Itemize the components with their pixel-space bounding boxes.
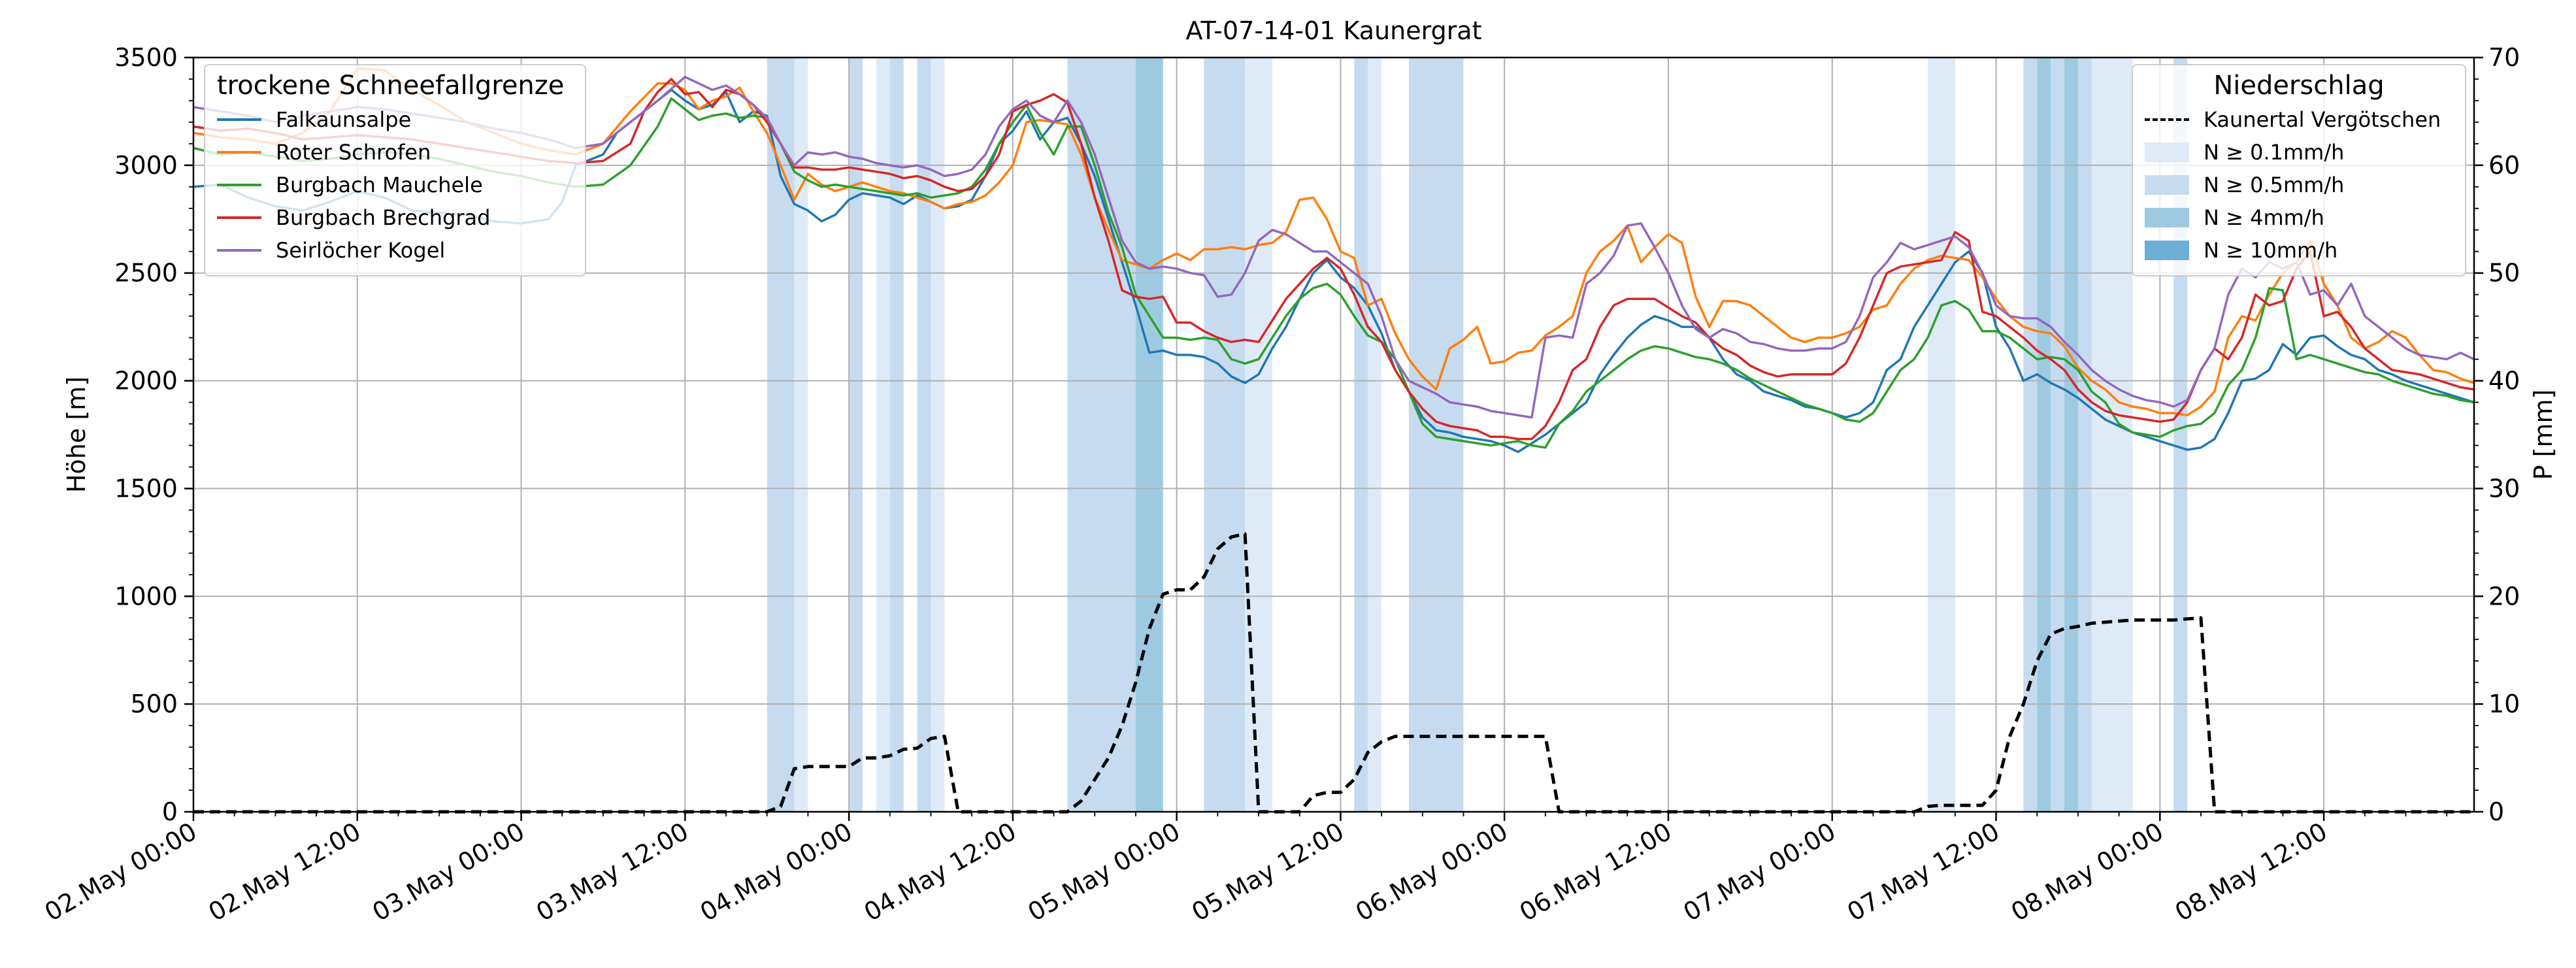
x-tick-label: 08.May 12:00 xyxy=(2170,817,2332,927)
legend-item: N ≥ 10mm/h xyxy=(2145,234,2453,267)
precip-band xyxy=(876,58,890,812)
legend-line-swatch xyxy=(217,216,261,219)
snowline-series xyxy=(193,67,2475,454)
snowline-legend: trockene Schneefallgrenze Falkaunsalpe Ro… xyxy=(204,64,586,276)
series-line-roter-schrofen xyxy=(193,67,2475,417)
legend-item: Seirlöcher Kogel xyxy=(217,234,573,267)
legend-line-swatch xyxy=(217,249,261,252)
precip-band xyxy=(1245,58,1272,812)
precip-band xyxy=(1368,58,1382,812)
x-tick-label: 02.May 12:00 xyxy=(204,817,366,927)
x-tick-label: 06.May 12:00 xyxy=(1515,817,1677,927)
precip-band xyxy=(889,58,904,812)
precip-band xyxy=(917,58,931,812)
y-axis-label: Höhe [m] xyxy=(62,376,91,493)
y-tick-label: 2000 xyxy=(114,367,178,395)
precip-band xyxy=(931,58,945,812)
precipitation-series xyxy=(193,532,2474,814)
y-axis-left: 0 500 1000 1500 2000 2500 3000 3500 xyxy=(114,43,193,826)
legend-label: Burgbach Brechgrad xyxy=(276,205,491,230)
precipitation-bands xyxy=(767,58,2188,812)
y2-tick-label: 60 xyxy=(2488,151,2520,180)
x-tick-label: 06.May 00:00 xyxy=(1351,817,1513,927)
y2-tick-label: 10 xyxy=(2488,690,2520,718)
y2-tick-label: 30 xyxy=(2488,474,2520,503)
legend-label: Burgbach Mauchele xyxy=(276,173,483,197)
x-tick-label: 03.May 12:00 xyxy=(531,817,693,927)
chart-title: AT-07-14-01 Kaunergrat xyxy=(1185,16,1481,45)
precip-band xyxy=(2037,58,2051,812)
precip-band xyxy=(794,58,808,812)
y2-tick-label: 70 xyxy=(2488,43,2520,72)
legend-line-swatch xyxy=(217,151,261,154)
legend-line-swatch xyxy=(217,184,261,186)
precipitation-legend: Niederschlag Kaunertal Vergötschen N ≥ 0… xyxy=(2132,64,2466,276)
series-line-seirl-cher-kogel xyxy=(193,75,2475,419)
y-tick-label: 3000 xyxy=(114,151,178,180)
y2-axis-label: P [mm] xyxy=(2529,390,2558,480)
y-tick-label: 1000 xyxy=(114,582,178,610)
x-tick-label: 04.May 12:00 xyxy=(859,817,1021,927)
legend-label: N ≥ 0.5mm/h xyxy=(2204,173,2345,197)
legend-item: Falkaunsalpe xyxy=(217,103,573,136)
precip-band xyxy=(2051,58,2065,812)
precip-band xyxy=(1204,58,1246,812)
legend-line-swatch xyxy=(217,118,261,121)
legend-patch-swatch xyxy=(2145,241,2189,260)
snowline-legend-title: trockene Schneefallgrenze xyxy=(217,71,565,101)
legend-item: Roter Schrofen xyxy=(217,136,573,169)
y-tick-label: 1500 xyxy=(114,474,178,503)
x-tick-label: 02.May 00:00 xyxy=(40,817,202,927)
x-tick-label: 05.May 00:00 xyxy=(1023,817,1185,927)
precip-band xyxy=(1067,58,1136,812)
precip-line-kaunertal-vergoetschen xyxy=(193,532,2474,814)
x-tick-label: 07.May 00:00 xyxy=(1679,817,1841,927)
y-tick-label: 3500 xyxy=(114,43,178,72)
legend-item: Burgbach Brechgrad xyxy=(217,201,573,234)
precip-band xyxy=(2077,58,2092,812)
precip-band xyxy=(1135,58,1163,812)
legend-item-precip-line: Kaunertal Vergötschen xyxy=(2145,103,2453,136)
y-tick-label: 2500 xyxy=(114,259,178,288)
legend-label: Falkaunsalpe xyxy=(276,107,412,132)
precip-band xyxy=(849,58,863,812)
y-axis-right: 0 10 20 30 40 50 60 70 xyxy=(2474,43,2520,826)
legend-item: N ≥ 4mm/h xyxy=(2145,201,2453,234)
x-tick-label: 03.May 00:00 xyxy=(367,817,529,927)
legend-label: N ≥ 0.1mm/h xyxy=(2204,140,2345,165)
legend-label: N ≥ 10mm/h xyxy=(2204,238,2338,263)
legend-item: N ≥ 0.5mm/h xyxy=(2145,169,2453,201)
legend-label: N ≥ 4mm/h xyxy=(2204,205,2324,230)
y2-tick-label: 50 xyxy=(2488,259,2520,288)
precip-band xyxy=(2064,58,2078,812)
precip-band xyxy=(1354,58,1368,812)
x-tick-label: 04.May 00:00 xyxy=(695,817,857,927)
legend-item: N ≥ 0.1mm/h xyxy=(2145,136,2453,169)
x-tick-label: 07.May 12:00 xyxy=(1842,817,2004,927)
plot-frame xyxy=(192,56,2475,813)
precip-band xyxy=(2023,58,2038,812)
y-tick-label: 0 xyxy=(162,797,178,826)
precip-band xyxy=(1928,58,1955,812)
legend-dashed-line xyxy=(2145,118,2189,121)
y2-tick-label: 0 xyxy=(2488,797,2504,826)
legend-label: Roter Schrofen xyxy=(276,140,431,165)
precip-band xyxy=(767,58,795,812)
y-tick-label: 500 xyxy=(130,690,178,718)
y2-tick-label: 20 xyxy=(2488,582,2520,610)
x-axis: 02.May 00:00 02.May 12:00 03.May 00:00 03.M… xyxy=(40,812,2448,927)
legend-label: Kaunertal Vergötschen xyxy=(2204,107,2441,132)
precipitation-legend-title: Niederschlag xyxy=(2213,71,2385,101)
y2-tick-label: 40 xyxy=(2488,367,2520,395)
x-tick-label: 08.May 00:00 xyxy=(2006,817,2168,927)
x-tick-label: 05.May 12:00 xyxy=(1187,817,1349,927)
legend-patch-swatch xyxy=(2145,208,2189,227)
legend-patch-swatch xyxy=(2145,175,2189,195)
precip-band xyxy=(2091,58,2133,812)
legend-item: Burgbach Mauchele xyxy=(217,169,573,201)
legend-label: Seirlöcher Kogel xyxy=(276,238,446,263)
legend-patch-swatch xyxy=(2145,142,2189,162)
